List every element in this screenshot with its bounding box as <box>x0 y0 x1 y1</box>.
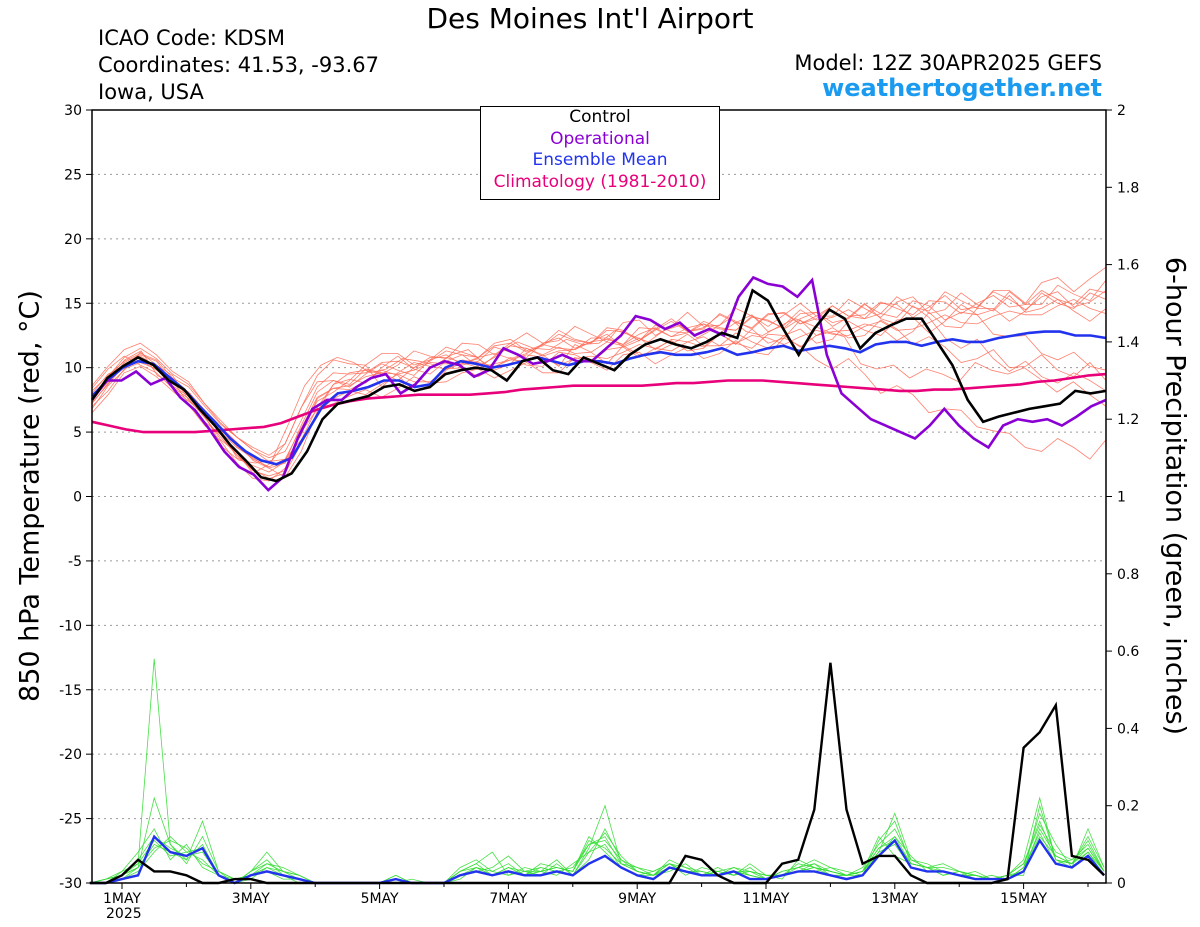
member-precip-line <box>89 658 1105 884</box>
member-precip-line <box>89 824 1105 884</box>
member-precipitation-lines <box>89 658 1105 884</box>
member-temp-line <box>91 292 1107 463</box>
y-tick-label: 20 <box>64 232 82 248</box>
y-tick-label: -20 <box>59 747 82 763</box>
x-tick-label: 5MAY <box>361 891 399 907</box>
y2-tick-label: 0.6 <box>1117 644 1139 660</box>
y-tick-label: 30 <box>64 103 82 119</box>
chart-title: Des Moines Int'l Airport <box>426 2 754 35</box>
y-tick-label: 10 <box>64 361 82 377</box>
y2-tick-label: 1.6 <box>1117 258 1139 274</box>
icao-code: ICAO Code: KDSM <box>98 26 285 50</box>
member-temp-line <box>91 300 1107 468</box>
y-tick-label: 25 <box>64 167 82 183</box>
primary-series-lines <box>89 275 1107 885</box>
precip-mean-line <box>89 834 1106 885</box>
y-tick-label: -30 <box>59 876 82 892</box>
y2-tick-label: 1.2 <box>1117 412 1139 428</box>
plot-frame <box>91 109 1107 884</box>
x-tick-label: 1MAY <box>103 891 141 907</box>
y-axis-label-right: 6-hour Precipitation (green, inches) <box>1159 256 1191 736</box>
member-temp-line <box>91 266 1107 478</box>
precip-control-line <box>89 662 1105 885</box>
temp-mean-line <box>91 330 1107 466</box>
legend-ensemble-mean: Ensemble Mean <box>532 150 668 170</box>
year-label: 2025 <box>106 906 142 922</box>
y-axis-label-left: 850 hPa Temperature (red, °C) <box>14 290 46 702</box>
x-tick-label: 13MAY <box>871 891 918 907</box>
chart-legend: Control Operational Ensemble Mean Climat… <box>480 106 720 200</box>
x-tick-label: 15MAY <box>1000 891 1047 907</box>
y2-tick-label: 1.4 <box>1117 335 1139 351</box>
temp-operational-line <box>90 275 1107 492</box>
y-tick-label: -10 <box>59 618 82 634</box>
y2-tick-label: 2 <box>1117 103 1126 119</box>
temp-control-line <box>90 288 1107 483</box>
member-temp-line <box>91 302 1107 473</box>
member-temp-line <box>91 288 1107 459</box>
y2-tick-label: 1 <box>1117 490 1126 506</box>
x-tick-label: 3MAY <box>232 891 270 907</box>
member-temp-line <box>91 290 1107 456</box>
x-tick-label: 11MAY <box>743 891 790 907</box>
y-tick-label: 15 <box>64 296 82 312</box>
y2-tick-label: 0.8 <box>1117 567 1139 583</box>
x-tick-label: 7MAY <box>489 891 527 907</box>
climatology-line <box>91 372 1107 434</box>
y-tick-label: -15 <box>59 683 82 699</box>
y-tick-label: 5 <box>73 425 82 441</box>
member-temp-line <box>91 292 1107 477</box>
chart-axes: -30 -25 -20 -15 -10 -5 0 5 10 15 20 25 30 0 0.2 0.4 0.6 0… <box>59 103 1139 907</box>
legend-control: Control <box>569 107 631 127</box>
member-temp-line <box>91 318 1107 464</box>
region: Iowa, USA <box>98 80 204 104</box>
y2-tick-label: 0.4 <box>1117 721 1139 737</box>
x-tick-label: 9MAY <box>618 891 656 907</box>
member-temp-line <box>91 337 1107 482</box>
legend-operational: Operational <box>550 128 650 149</box>
coordinates: Coordinates: 41.53, -93.67 <box>98 53 379 77</box>
y-tick-label: 0 <box>73 490 82 506</box>
y2-tick-label: 0 <box>1117 876 1126 892</box>
y-tick-label: -5 <box>68 554 82 570</box>
model-run: Model: 12Z 30APR2025 GEFS <box>794 51 1102 75</box>
y-tick-label: -25 <box>59 812 82 828</box>
y2-tick-label: 1.8 <box>1117 180 1139 196</box>
site-link[interactable]: weathertogether.net <box>822 74 1102 102</box>
legend-climatology: Climatology (1981-2010) <box>493 171 707 192</box>
member-temp-line <box>91 279 1107 474</box>
member-precip-line <box>89 820 1105 884</box>
chart-grid <box>92 173 1106 820</box>
y2-tick-label: 0.2 <box>1117 799 1139 815</box>
